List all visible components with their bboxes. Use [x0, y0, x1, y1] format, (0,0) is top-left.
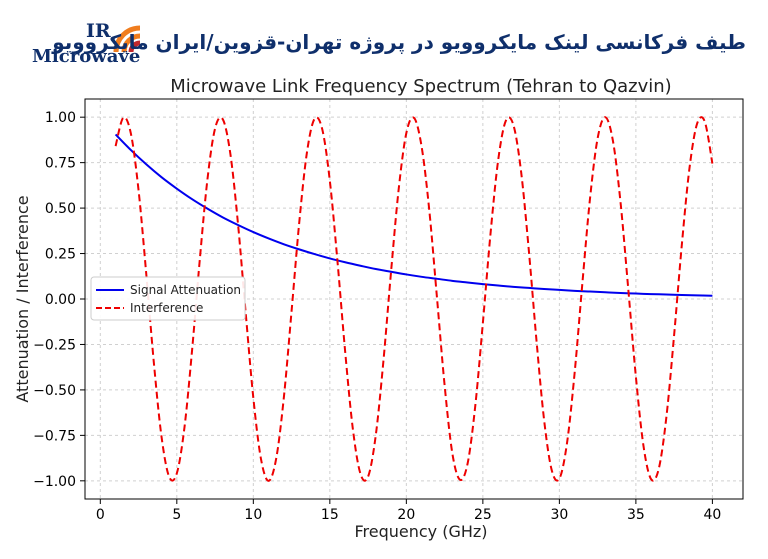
- logo-arc-middle: [121, 33, 141, 53]
- series: [114, 116, 714, 482]
- x-tick-label: 5: [172, 507, 181, 523]
- x-tick-label: 40: [703, 507, 721, 523]
- x-axis-title: Frequency (GHz): [354, 522, 487, 541]
- axis-ticks: 0 5 10 15 20 25 30 35 40 1.00 0.75 0.50 0.25 0.00 −0.2…: [33, 110, 721, 523]
- y-axis-title: Attenuation / Interference: [13, 195, 32, 402]
- x-tick-label: 10: [244, 507, 262, 523]
- y-tick-label: −0.50: [33, 383, 76, 399]
- x-tick-label: 25: [474, 507, 492, 523]
- header: IR Microwave طیف فرکانسی لینک مایکروویو …: [0, 0, 768, 70]
- signal-arcs-icon: [113, 25, 141, 53]
- y-tick-label: 1.00: [45, 110, 76, 126]
- x-tick-label: 35: [627, 507, 645, 523]
- series-line-signal-attenuation: [114, 133, 713, 297]
- y-tick-label: 0.25: [45, 247, 76, 263]
- y-tick-label: −0.25: [33, 337, 76, 353]
- series-line-interference: [114, 116, 714, 482]
- x-tick-label: 0: [96, 507, 105, 523]
- logo-text-ir: IR: [86, 20, 111, 42]
- chart-title: Microwave Link Frequency Spectrum (Tehra…: [170, 76, 671, 97]
- ir-microwave-logo: IR Microwave: [14, 18, 164, 70]
- y-tick-label: 0.50: [45, 201, 76, 217]
- logo-arc-inner: [128, 40, 141, 53]
- logo-text-microwave: Microwave: [32, 46, 141, 67]
- y-tick-label: −1.00: [33, 474, 76, 490]
- x-tick-label: 15: [321, 507, 339, 523]
- x-tick-label: 30: [550, 507, 568, 523]
- legend-box: [90, 276, 246, 321]
- y-tick-label: −0.75: [33, 428, 76, 444]
- y-tick-label: 0.00: [45, 292, 76, 308]
- logo-arc-outer: [113, 25, 141, 53]
- legend-label-interference: Interference: [130, 301, 203, 315]
- x-tick-label: 20: [397, 507, 415, 523]
- legend: Signal Attenuation Interference: [90, 276, 246, 321]
- legend-label-signal-attenuation: Signal Attenuation: [130, 283, 241, 297]
- y-tick-label: 0.75: [45, 156, 76, 172]
- banner-title: طیف فرکانسی لینک مایکروویو در پروژه تهرا…: [52, 30, 746, 54]
